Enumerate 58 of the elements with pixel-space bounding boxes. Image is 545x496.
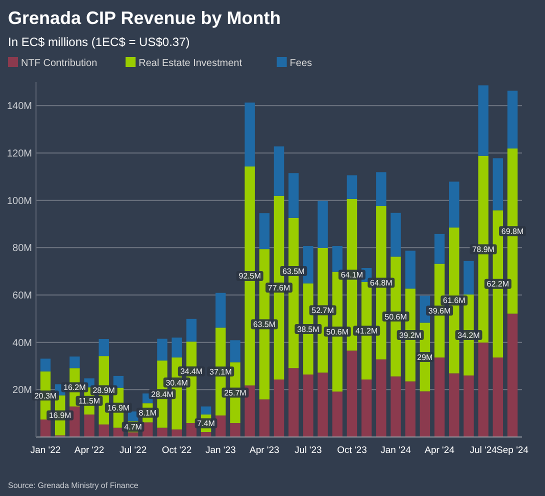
x-tick-label: Sep '24 — [496, 445, 528, 456]
data-label: 16.9M — [107, 404, 130, 413]
data-label: 50.6M — [384, 312, 408, 322]
data-label: 39.6M — [428, 306, 451, 316]
y-tick-label: 140M — [6, 101, 32, 112]
data-label: 16.2M — [64, 383, 86, 392]
y-tick-label: 20M — [12, 385, 32, 396]
data-label: 63.5M — [282, 266, 306, 276]
data-label: 29M — [417, 352, 434, 362]
data-label: 37.1M — [210, 367, 232, 376]
source-note: Source: Grenada Ministry of Finance — [8, 481, 139, 490]
y-tick-label: 60M — [12, 290, 32, 302]
chart-subtitle: In EC$ millions (1EC$ = US$0.37) — [8, 35, 190, 49]
data-label: 63.5M — [253, 320, 276, 330]
data-label: 69.8M — [501, 226, 524, 236]
x-tick-label: Apr '23 — [250, 445, 280, 456]
data-label: 34.4M — [180, 367, 203, 376]
data-label: 34.2M — [458, 330, 480, 340]
data-label: 28.9M — [92, 386, 116, 396]
x-tick-label: Jan '22 — [30, 445, 61, 456]
data-label: 30.4M — [166, 378, 188, 388]
x-tick-label: Oct '23 — [337, 445, 367, 456]
data-label: 4.7M — [124, 422, 142, 432]
data-label: 38.5M — [297, 324, 320, 334]
x-tick-label: Jul '23 — [294, 445, 322, 456]
x-tick-label: Apr '22 — [74, 445, 104, 456]
y-tick-label: 120M — [6, 148, 32, 160]
data-label: 20.3M — [34, 391, 57, 400]
data-label: 64.8M — [370, 278, 393, 288]
data-label: 78.9M — [472, 245, 495, 254]
x-tick-label: Apr '24 — [424, 445, 454, 456]
legend-label: Fees — [290, 58, 312, 69]
data-label: 64.1M — [340, 270, 364, 280]
data-label: 62.2M — [486, 280, 510, 289]
data-label: 28.4M — [151, 390, 174, 399]
data-label: 25.7M — [224, 388, 247, 398]
data-label: 39.2M — [399, 330, 422, 340]
data-label: 52.7M — [312, 306, 334, 316]
data-label: 77.6M — [268, 283, 290, 292]
x-tick-label: Jul '24 — [470, 445, 497, 456]
x-tick-label: Jul '22 — [119, 445, 147, 456]
data-label: 7.4M — [197, 419, 216, 428]
data-label: 11.5M — [78, 396, 100, 406]
data-label: 92.5M — [238, 272, 262, 281]
chart-title: Grenada CIP Revenue by Month — [8, 8, 281, 28]
legend-label: NTF Contribution — [21, 58, 98, 69]
x-tick-label: Jan '23 — [205, 445, 236, 456]
x-tick-label: Jan '24 — [380, 445, 411, 456]
data-label: 8.1M — [138, 408, 157, 418]
data-label: 61.6M — [443, 296, 466, 306]
y-tick-label: 40M — [12, 338, 32, 349]
data-label: 41.2M — [355, 326, 378, 336]
x-tick-label: Oct '22 — [162, 445, 192, 456]
data-label: 16.9M — [48, 411, 72, 420]
legend-label: Real Estate Investment — [138, 58, 242, 69]
y-tick-label: 80M — [12, 243, 32, 254]
y-tick-label: 100M — [6, 196, 32, 207]
data-label: 50.6M — [326, 327, 349, 336]
